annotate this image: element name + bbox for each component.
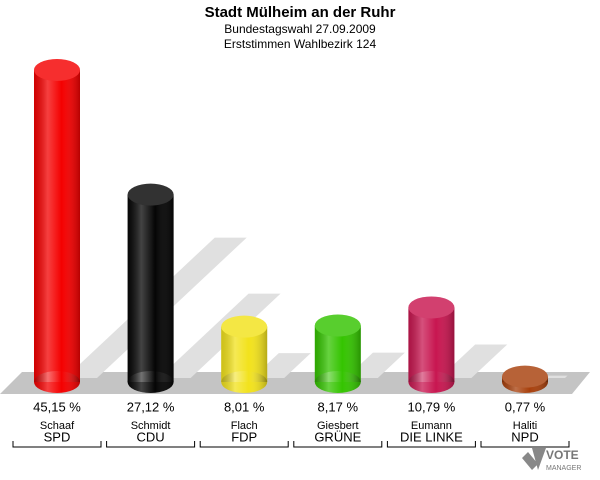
bracket xyxy=(386,441,476,448)
bar-top xyxy=(127,183,174,206)
bracket xyxy=(480,441,570,448)
bar-shadow xyxy=(158,293,281,378)
x-tick-label: NPD xyxy=(511,429,538,444)
bracket xyxy=(106,441,196,448)
bar-top xyxy=(34,59,80,82)
value-label: 45,15 % xyxy=(33,399,81,414)
bracket xyxy=(12,441,102,448)
value-label: 27,12 % xyxy=(127,399,175,414)
bar-top xyxy=(408,296,455,319)
candidate-label: Schmidt xyxy=(131,420,171,432)
x-tick-label: CDU xyxy=(137,429,165,444)
logo: VOTE MANAGER xyxy=(522,448,581,472)
bar-base-shine xyxy=(221,371,268,393)
bar-top xyxy=(502,365,548,388)
x-tick-label: SPD xyxy=(44,429,71,444)
candidate-label: Flach xyxy=(231,420,258,432)
bar-top-light xyxy=(34,59,80,82)
bar-top xyxy=(221,315,268,338)
bar-shine xyxy=(408,307,455,382)
bar-top xyxy=(314,314,361,337)
bar-base-shine xyxy=(34,371,80,393)
candidate-label: Eumann xyxy=(411,420,452,432)
chart-title: Stadt Mülheim an der Ruhr xyxy=(205,4,396,21)
x-tick-label: FDP xyxy=(231,429,257,444)
bar-shine xyxy=(34,70,80,383)
bar-shine xyxy=(127,194,174,382)
bar-top-light xyxy=(127,183,174,206)
bar-top-light xyxy=(221,315,268,338)
value-label: 8,17 % xyxy=(318,399,359,414)
bar-top-light xyxy=(502,365,548,388)
bar-base-shine xyxy=(127,371,174,393)
value-label: 10,79 % xyxy=(408,399,456,414)
bar-top-light xyxy=(314,314,361,337)
x-tick-label: DIE LINKE xyxy=(400,429,463,444)
candidate-label: Schaaf xyxy=(40,420,75,432)
bar-shadow xyxy=(439,344,508,378)
chart-subtitle: Erststimmen Wahlbezirk 124 xyxy=(224,37,377,51)
logo-text: VOTE xyxy=(546,448,579,462)
bracket xyxy=(293,441,383,448)
candidate-label: Haliti xyxy=(513,420,537,432)
bracket xyxy=(199,441,289,448)
value-label: 0,77 % xyxy=(505,399,546,414)
bar-base-shine xyxy=(408,371,455,393)
logo-icon xyxy=(522,448,546,470)
logo-text: MANAGER xyxy=(546,465,581,472)
value-label: 8,01 % xyxy=(224,399,265,414)
bar-base-shine xyxy=(314,371,361,393)
chart-subtitle: Bundestagswahl 27.09.2009 xyxy=(224,22,376,36)
bar-top-light xyxy=(408,296,455,319)
x-tick-label: GRÜNE xyxy=(314,429,361,444)
candidate-label: Giesbert xyxy=(317,420,359,432)
